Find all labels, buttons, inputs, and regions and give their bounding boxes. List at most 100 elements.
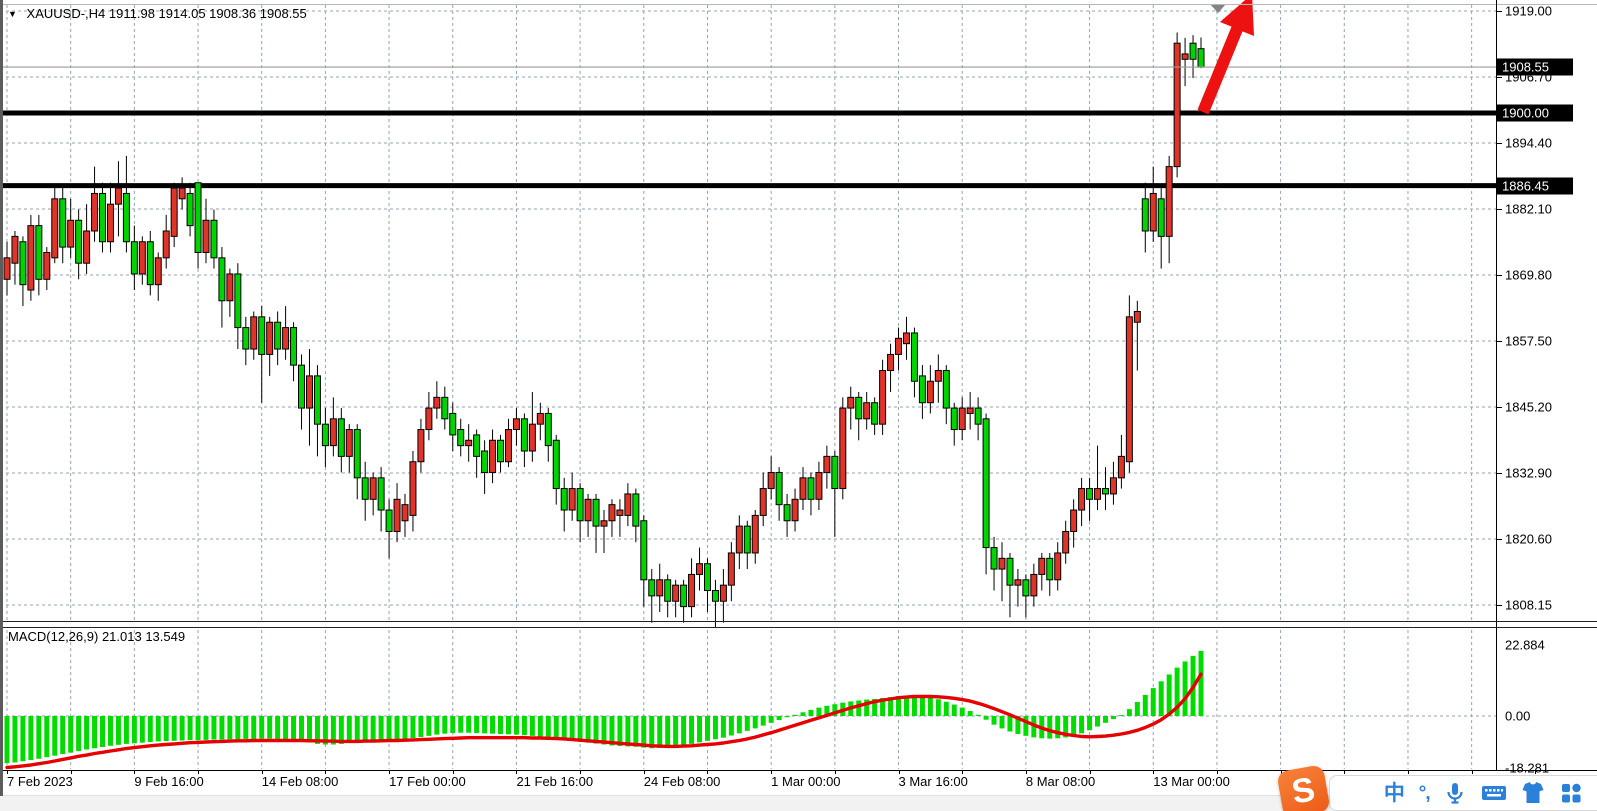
menu-grid-icon[interactable] <box>1559 781 1583 805</box>
candle-bear <box>1157 198 1165 237</box>
macd-histogram-bar <box>68 716 74 753</box>
skin-icon[interactable] <box>1521 781 1545 805</box>
macd-histogram-bar <box>490 716 496 734</box>
macd-histogram-bar <box>1198 650 1204 716</box>
macd-histogram-bar <box>203 716 209 740</box>
macd-histogram-bar <box>442 716 448 734</box>
candle-bear <box>75 219 83 264</box>
macd-histogram-bar <box>911 695 917 716</box>
price-axis-label: 1919.00 <box>1505 3 1552 19</box>
candle-bull <box>839 407 847 490</box>
ime-language-toggle[interactable]: 中 <box>1383 781 1405 805</box>
time-axis-label: 3 Mar 16:00 <box>898 774 968 789</box>
candle-bear <box>552 439 560 490</box>
macd-histogram-bar <box>633 716 639 747</box>
macd-histogram-bar <box>545 716 551 738</box>
time-axis-label: 17 Feb 00:00 <box>389 774 466 789</box>
chart-shift-marker-icon[interactable] <box>1210 4 1226 13</box>
macd-histogram-bar <box>649 716 655 749</box>
time-axis-tick <box>580 771 582 774</box>
macd-histogram-bar <box>601 716 607 745</box>
macd-histogram-bar <box>115 716 121 745</box>
pane-separator-line[interactable] <box>0 621 1597 622</box>
macd-histogram-bar <box>880 698 886 716</box>
macd-histogram-bar <box>450 716 456 734</box>
collapse-triangle-icon[interactable]: ▼ <box>8 9 17 19</box>
candle-bull <box>51 198 59 259</box>
candle-bear <box>831 455 839 490</box>
candle-bull <box>1094 488 1102 500</box>
macd-histogram-bar <box>139 716 145 743</box>
time-axis-tick <box>516 771 518 774</box>
candle-bear <box>274 321 282 350</box>
price-axis-tick <box>1497 473 1502 474</box>
candle-bull <box>767 471 775 490</box>
macd-histogram-bar <box>1166 674 1172 716</box>
candle-bull <box>1133 310 1141 323</box>
time-axis-tick <box>389 771 391 774</box>
macd-histogram-bar <box>577 716 583 742</box>
macd-histogram-bar <box>1055 716 1061 739</box>
time-axis-tick <box>70 771 72 774</box>
macd-histogram-bar <box>1142 694 1148 716</box>
candle-bear <box>457 429 465 447</box>
candle-bull <box>696 563 704 575</box>
pane-separator-line[interactable] <box>0 627 1597 628</box>
macd-histogram-bar <box>927 697 933 716</box>
candle-bull <box>1038 557 1046 575</box>
macd-histogram-bar <box>1134 702 1140 716</box>
candle-bull <box>751 514 759 554</box>
candle-bull <box>1078 488 1086 511</box>
macd-histogram-bar <box>482 716 488 734</box>
candle-bear <box>99 192 107 243</box>
candle-bull <box>425 407 433 431</box>
time-axis-tick <box>834 771 836 774</box>
macd-histogram-bar <box>1047 716 1053 739</box>
macd-histogram-bar <box>609 716 615 746</box>
macd-histogram-bar <box>1158 681 1164 716</box>
macd-histogram-bar <box>76 716 82 752</box>
sogou-ime-toolbar[interactable]: S 中 °, <box>1276 764 1597 811</box>
sogou-logo-icon[interactable]: S <box>1276 764 1331 811</box>
macd-histogram-bar <box>784 716 790 718</box>
macd-histogram-bar <box>983 716 989 720</box>
candle-bear <box>680 584 688 608</box>
candle-bear <box>974 407 982 425</box>
drawn-arrow-up[interactable] <box>1197 0 1255 115</box>
candle-bull <box>616 509 624 516</box>
macd-histogram-bar <box>888 697 894 716</box>
microphone-icon[interactable] <box>1443 781 1467 805</box>
macd-histogram-bar <box>1023 716 1029 736</box>
candle-bear <box>775 471 783 506</box>
candle-bear <box>664 579 672 602</box>
candle-bear <box>321 423 329 447</box>
macd-histogram-bar <box>60 716 66 755</box>
macd-histogram-bar <box>537 716 543 737</box>
candle-bull <box>608 504 616 522</box>
candle-bull <box>966 407 974 414</box>
candle-bull <box>282 327 290 350</box>
macd-histogram-bar <box>768 716 774 723</box>
macd-histogram-bar <box>975 714 981 716</box>
candle-bear <box>855 396 863 420</box>
price-axis-tick <box>1497 605 1502 606</box>
keyboard-icon[interactable] <box>1481 781 1507 805</box>
macd-signal-value: 13.549 <box>145 629 186 644</box>
candle-bull <box>417 429 425 463</box>
macd-histogram-bar <box>44 716 50 758</box>
candle-bull <box>1070 509 1078 532</box>
macd-histogram-bar <box>808 709 814 716</box>
candle-bull <box>27 225 35 291</box>
candle-bear <box>632 493 640 527</box>
candle-bull <box>719 584 727 602</box>
macd-histogram-bar <box>12 716 18 763</box>
candle-bear <box>520 418 528 452</box>
candle-bull <box>1149 192 1157 232</box>
candle-bear <box>122 192 130 243</box>
macd-histogram-bar <box>569 716 575 741</box>
macd-histogram-bar <box>896 696 902 716</box>
macd-histogram-bar <box>935 699 941 716</box>
ime-punctuation-toggle[interactable]: °, <box>1418 782 1431 804</box>
